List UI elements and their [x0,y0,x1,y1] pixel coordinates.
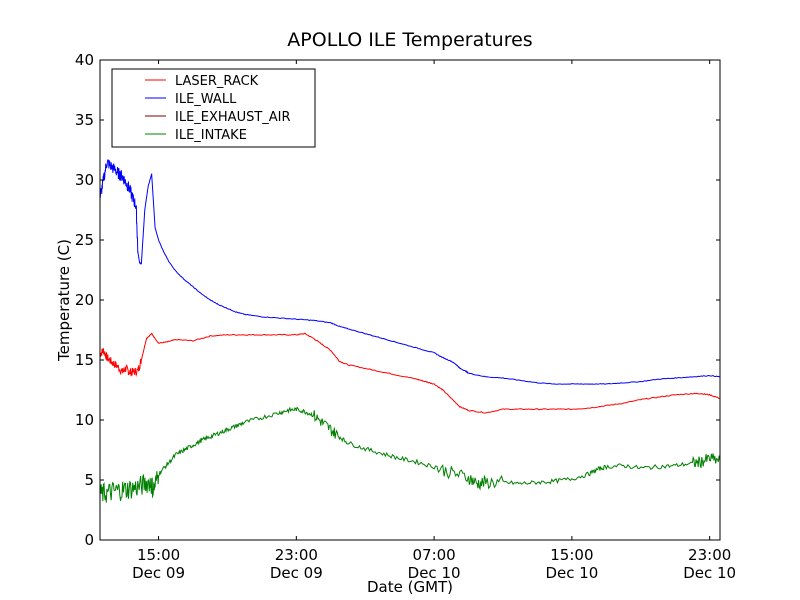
y-tick-label: 30 [75,171,94,189]
legend: LASER_RACK ILE_WALL ILE_EXHAUST_AIR ILE_INT… [111,68,316,148]
series-line-ile-intake [100,406,720,503]
legend-label: ILE_WALL [175,92,237,107]
y-tick-label: 35 [75,111,94,129]
y-tick-label: 25 [75,231,94,249]
x-tick-label-time: 23:00 [688,546,731,564]
series-line-laser-rack [100,332,720,414]
y-axis-label: Temperature (C) [55,239,73,362]
x-axis-label: Date (GMT) [367,578,453,596]
x-tick-label-date: Dec 10 [683,564,736,582]
x-tick-label-date: Dec 10 [545,564,598,582]
y-tick-label: 0 [84,531,94,549]
x-tick-label-date: Dec 10 [408,564,461,582]
chart-title: APOLLO ILE Temperatures [287,29,532,51]
legend-label: LASER_RACK [175,74,259,89]
series-layer [100,158,720,503]
x-tick-label-date: Dec 09 [132,564,185,582]
x-tick-label-date: Dec 09 [270,564,323,582]
y-axis: 0 5 10 15 20 25 30 35 40 [75,51,720,549]
x-tick-label-time: 15:00 [137,546,180,564]
x-tick-label-time: 23:00 [275,546,318,564]
y-tick-label: 5 [84,471,94,489]
legend-label: ILE_INTAKE [175,128,247,143]
y-tick-label: 10 [75,411,94,429]
y-tick-label: 40 [75,51,94,69]
y-tick-label: 20 [75,291,94,309]
series-line-ile-wall [100,158,720,385]
x-tick-label-time: 07:00 [412,546,455,564]
y-tick-label: 15 [75,351,94,369]
legend-label: ILE_EXHAUST_AIR [175,110,291,125]
x-tick-label-time: 15:00 [550,546,593,564]
